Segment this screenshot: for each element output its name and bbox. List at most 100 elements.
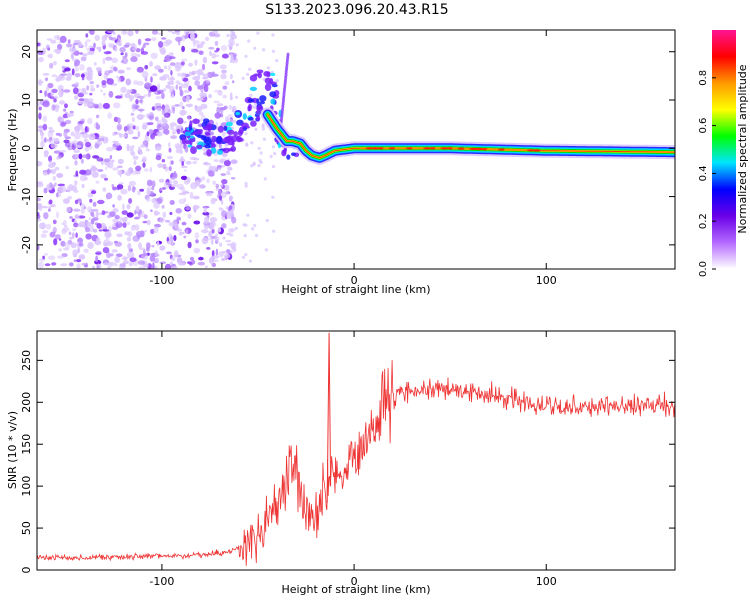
spectrogram-noise-mark	[138, 242, 142, 249]
spectrogram-signal-mark	[210, 147, 217, 154]
spectrogram-noise-mark	[221, 250, 228, 254]
spectrogram-noise-mark	[187, 241, 192, 249]
spectrogram-noise-mark	[123, 30, 127, 35]
spectrogram-noise-mark	[253, 105, 257, 110]
spectrogram-noise-mark	[140, 151, 143, 155]
spectrogram-noise-mark	[108, 69, 114, 74]
spectrogram-noise-mark	[55, 234, 61, 240]
spectrogram-noise-mark	[171, 93, 175, 98]
spectrogram-signal-mark	[196, 144, 203, 149]
spectrogram-noise-mark	[83, 91, 89, 95]
spectrogram-noise-mark	[161, 159, 166, 163]
spectrogram-noise-mark	[73, 259, 77, 263]
spectrogram-noise-mark	[148, 114, 155, 120]
spectrogram-x-label: Height of straight line (km)	[281, 283, 430, 296]
spectrogram-noise-mark	[213, 100, 220, 104]
spectrogram-noise-mark	[59, 150, 67, 153]
spectrogram-noise-mark	[78, 100, 82, 105]
snr-y-tick-label: 50	[20, 521, 33, 535]
spectrogram-noise-mark	[107, 112, 112, 119]
spectrogram-noise-mark	[142, 220, 148, 224]
spectrogram-noise-mark	[154, 65, 161, 70]
spectrogram-noise-mark	[125, 169, 132, 177]
spectrogram-noise-mark	[128, 94, 135, 101]
spectrogram-noise-mark	[223, 160, 231, 167]
spectrogram-noise-mark	[208, 257, 215, 264]
spectrogram-noise-mark	[124, 52, 128, 58]
spectrogram-signal-mark	[211, 135, 217, 143]
spectrogram-noise-mark	[155, 257, 159, 263]
spectrogram-noise-mark	[168, 52, 174, 55]
spectrogram-noise-mark	[135, 30, 139, 35]
spectrogram-noise-mark	[185, 229, 189, 234]
spectrogram-noise-mark	[74, 82, 79, 85]
spectrogram-noise-mark	[241, 255, 245, 259]
spectrogram-noise-mark	[67, 195, 73, 200]
spectrogram-noise-mark	[126, 67, 132, 71]
spectrogram-noise-mark	[162, 211, 167, 218]
spectrogram-signal-mark	[202, 125, 211, 131]
spectrogram-signal-mark	[264, 77, 271, 84]
spectrogram-noise-mark	[51, 74, 58, 78]
spectrogram-noise-mark	[217, 90, 223, 96]
spectrogram-noise-mark	[218, 143, 222, 149]
spectrogram-noise-mark	[90, 85, 94, 89]
spectrogram-noise-mark	[124, 216, 128, 220]
spectrogram-noise-mark	[136, 114, 144, 120]
spectrogram-noise-mark	[56, 173, 64, 178]
spectrogram-noise-mark	[181, 58, 188, 62]
spectrogram-noise-mark	[133, 160, 137, 166]
spectrogram-noise-mark	[150, 76, 153, 83]
spectrogram-noise-mark	[230, 241, 237, 249]
spectrogram-noise-mark	[235, 43, 239, 47]
spectrogram-peak-mark	[457, 147, 466, 150]
spectrogram-noise-mark	[117, 117, 121, 124]
spectrogram-noise-mark	[81, 77, 85, 81]
spectrogram-signal-mark	[227, 148, 234, 152]
spectrogram-noise-mark	[42, 115, 47, 123]
spectrogram-noise-mark	[137, 234, 141, 239]
spectrogram-noise-mark	[63, 131, 68, 137]
spectrogram-noise-mark	[119, 133, 123, 138]
spectrogram-noise-mark	[175, 208, 182, 214]
spectrogram-noise-mark	[74, 160, 78, 166]
spectrogram-noise-mark	[113, 220, 116, 228]
spectrogram-noise-mark	[122, 203, 125, 210]
spectrogram-noise-mark	[209, 216, 218, 223]
spectrogram-noise-mark	[79, 169, 87, 175]
spectrogram-noise-mark	[52, 61, 57, 66]
spectrogram-signal-mark	[197, 134, 205, 139]
spectrogram-noise-mark	[250, 141, 254, 145]
spectrogram-noise-mark	[90, 87, 96, 92]
spectrogram-noise-mark	[74, 180, 78, 186]
spectrogram-noise-mark	[216, 106, 221, 114]
spectrogram-noise-mark	[149, 167, 153, 173]
spectrogram-noise-mark	[170, 160, 174, 165]
spectrogram-noise-mark	[134, 224, 140, 231]
spectrogram-noise-mark	[127, 185, 132, 192]
spectrogram-noise-mark	[175, 251, 179, 256]
spectrogram-noise-mark	[101, 210, 106, 216]
spectrogram-noise-mark	[221, 53, 229, 59]
spectrogram-noise-mark	[244, 54, 248, 58]
spectrogram-noise-mark	[108, 90, 114, 98]
spectrogram-noise-mark	[229, 96, 233, 101]
spectrogram-noise-mark	[95, 255, 99, 263]
spectrogram-noise-mark	[74, 199, 79, 205]
spectrogram-noise-mark	[51, 262, 57, 266]
spectrogram-noise-mark	[262, 137, 266, 141]
spectrogram-noise-mark	[170, 177, 176, 181]
spectrogram-noise-mark	[151, 37, 157, 42]
spectrogram-noise-mark	[131, 151, 136, 157]
spectrogram-noise-mark	[187, 213, 192, 219]
spectrogram-noise-mark	[73, 222, 79, 228]
spectrogram-noise-mark	[209, 221, 214, 227]
spectrogram-noise-mark	[154, 145, 162, 151]
spectrogram-noise-mark	[38, 258, 45, 262]
spectrogram-noise-mark	[176, 31, 180, 36]
spectrogram-noise-mark	[211, 262, 217, 268]
spectrogram-noise-mark	[73, 189, 79, 194]
spectrogram-noise-mark	[143, 168, 149, 172]
spectrogram-noise-mark	[77, 92, 85, 98]
spectrogram-noise-mark	[157, 163, 164, 169]
